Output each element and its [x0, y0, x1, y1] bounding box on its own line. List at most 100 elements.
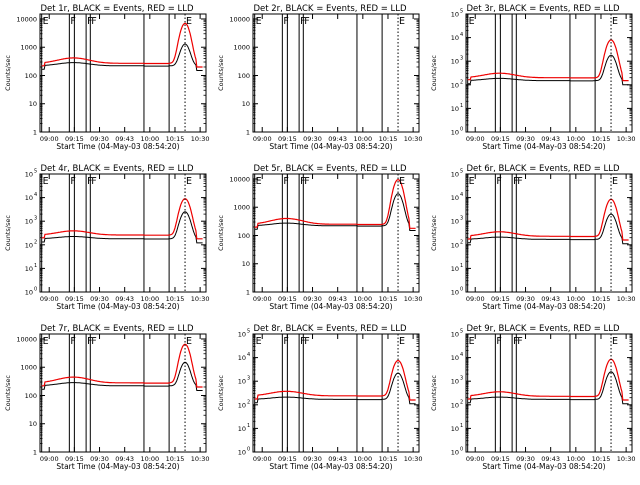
- y-tick-label: 10: [238, 354, 246, 362]
- x-tick-label: 09:15: [491, 455, 510, 463]
- x-tick-label: 09:43: [115, 455, 134, 463]
- y-tick-exponent: 5: [460, 169, 463, 175]
- y-tick-label: 10: [25, 218, 33, 226]
- y-tick-label: 10: [451, 81, 459, 89]
- y-tick-exponent: 3: [460, 376, 463, 382]
- y-axis-label: Counts/sec: [430, 375, 438, 411]
- marker-label-e: E: [469, 176, 475, 187]
- marker-label-f: F: [70, 176, 75, 187]
- x-tick-label: 09:30: [303, 295, 322, 303]
- panel-title: Det 5r, BLACK = Events, RED = LLD: [253, 164, 407, 174]
- y-tick-label: 10: [238, 449, 246, 457]
- plot-frame: [252, 13, 420, 133]
- x-tick-label: 09:43: [541, 295, 560, 303]
- x-tick-label: 10:00: [566, 455, 585, 463]
- marker-label-f: F: [91, 176, 96, 187]
- x-tick-label: 09:43: [328, 455, 347, 463]
- x-tick-label: 09:00: [466, 295, 485, 303]
- y-tick-label: 10: [29, 100, 37, 108]
- y-axis-label: Counts/sec: [4, 215, 12, 251]
- y-tick-exponent: 3: [460, 56, 463, 62]
- plot-frame: [39, 13, 207, 133]
- marker-label-f: F: [517, 336, 522, 347]
- series-events-line: [254, 193, 416, 231]
- marker-label-e: E: [186, 16, 192, 27]
- marker-label-f: F: [91, 336, 96, 347]
- x-tick-label: 09:00: [40, 295, 59, 303]
- panel-title: Det 6r, BLACK = Events, RED = LLD: [466, 164, 620, 174]
- y-tick-exponent: 5: [460, 9, 463, 15]
- x-tick-label: 10:30: [191, 455, 210, 463]
- plot-frame: [252, 333, 420, 453]
- y-tick-label: 10000: [16, 335, 37, 343]
- marker-label-e: E: [256, 16, 262, 27]
- series-events-line: [254, 372, 416, 405]
- y-tick-label: 10: [451, 58, 459, 66]
- marker-label-f: F: [300, 176, 305, 187]
- panel-title: Det 7r, BLACK = Events, RED = LLD: [40, 324, 194, 334]
- panel-title: Det 4r, BLACK = Events, RED = LLD: [40, 164, 194, 174]
- marker-label-f: F: [304, 176, 309, 187]
- plot-frame: [465, 173, 633, 293]
- y-tick-exponent: 4: [460, 32, 463, 38]
- x-tick-label: 09:15: [491, 295, 510, 303]
- y-axis-label: Counts/sec: [430, 215, 438, 251]
- x-tick-label: 10:30: [404, 455, 423, 463]
- marker-label-f: F: [517, 176, 522, 187]
- y-tick-exponent: 2: [460, 79, 463, 85]
- marker-label-e: E: [399, 336, 405, 347]
- y-tick-label: 10: [451, 194, 459, 202]
- y-tick-label: 10000: [229, 175, 250, 183]
- x-tick-label: 09:15: [278, 455, 297, 463]
- x-axis-label: Start Time (04-May-03 08:54:20): [56, 302, 179, 311]
- marker-label-e: E: [256, 176, 262, 187]
- x-tick-label: 09:43: [541, 455, 560, 463]
- y-tick-exponent: 1: [460, 103, 463, 109]
- x-tick-label: 10:00: [566, 295, 585, 303]
- marker-label-f: F: [304, 16, 309, 27]
- x-tick-label: 09:00: [253, 455, 272, 463]
- y-tick-exponent: 1: [460, 263, 463, 269]
- x-tick-label: 10:30: [191, 135, 210, 143]
- y-tick-exponent: 2: [247, 399, 250, 405]
- x-tick-label: 09:43: [328, 135, 347, 143]
- marker-label-f: F: [300, 336, 305, 347]
- y-tick-label: 10: [238, 378, 246, 386]
- x-tick-label: 10:15: [379, 455, 398, 463]
- y-tick-exponent: 4: [247, 352, 250, 358]
- x-tick-label: 10:15: [379, 135, 398, 143]
- y-tick-exponent: 4: [34, 192, 37, 198]
- marker-label-f: F: [283, 336, 288, 347]
- y-tick-label: 100: [238, 232, 250, 240]
- y-tick-label: 10: [25, 241, 33, 249]
- x-axis-label: Start Time (04-May-03 08:54:20): [269, 462, 392, 471]
- marker-label-f: F: [70, 16, 75, 27]
- plot-frame: [39, 333, 207, 453]
- y-tick-exponent: 0: [460, 447, 463, 453]
- x-axis-label: Start Time (04-May-03 08:54:20): [269, 302, 392, 311]
- x-axis-label: Start Time (04-May-03 08:54:20): [482, 142, 605, 151]
- y-tick-exponent: 4: [460, 352, 463, 358]
- y-tick-exponent: 0: [460, 127, 463, 133]
- marker-label-f: F: [91, 16, 96, 27]
- y-tick-label: 10000: [16, 15, 37, 23]
- x-axis-label: Start Time (04-May-03 08:54:20): [482, 462, 605, 471]
- marker-label-f: F: [513, 176, 518, 187]
- y-tick-label: 1000: [233, 44, 250, 52]
- y-tick-exponent: 1: [247, 423, 250, 429]
- x-tick-label: 09:15: [65, 295, 84, 303]
- y-tick-label: 10: [451, 331, 459, 339]
- marker-label-f: F: [283, 16, 288, 27]
- marker-label-e: E: [469, 16, 475, 27]
- y-tick-label: 10: [451, 265, 459, 273]
- y-tick-label: 10: [451, 289, 459, 297]
- y-tick-exponent: 2: [34, 239, 37, 245]
- x-tick-label: 10:00: [140, 455, 159, 463]
- x-tick-label: 09:15: [278, 295, 297, 303]
- x-tick-label: 10:30: [404, 295, 423, 303]
- marker-label-f: F: [70, 336, 75, 347]
